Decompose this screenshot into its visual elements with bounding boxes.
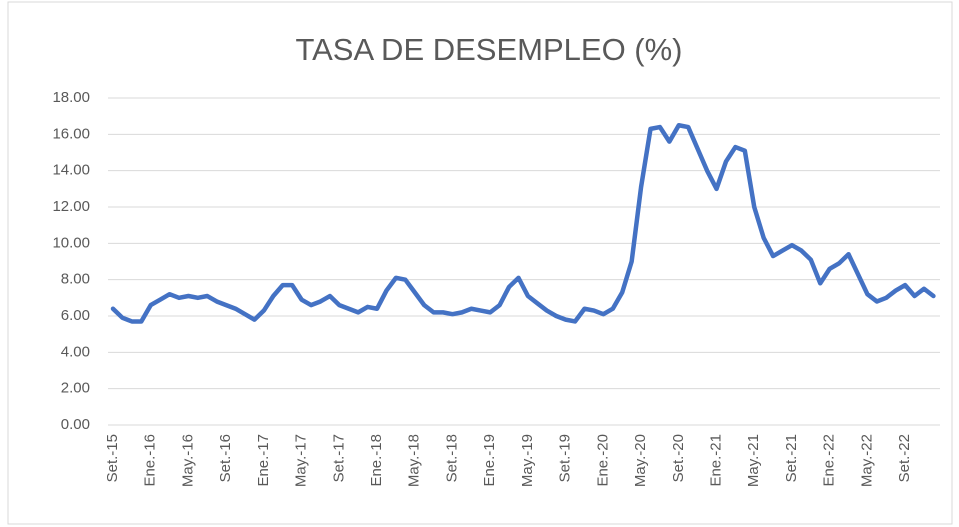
x-tick-label: May.-18 <box>406 434 423 487</box>
y-tick-label: 8.00 <box>61 271 90 288</box>
x-tick-label: Set.-15 <box>104 434 121 482</box>
x-tick-label: Ene.-21 <box>707 434 724 487</box>
y-tick-label: 10.00 <box>52 234 90 251</box>
x-tick-label: Set.-20 <box>670 434 687 482</box>
y-tick-label: 16.00 <box>52 125 90 142</box>
y-tick-label: 0.00 <box>61 416 90 433</box>
x-tick-label: Ene.-19 <box>481 434 498 487</box>
x-tick-label: May.-21 <box>745 434 762 487</box>
x-tick-label: Set.-18 <box>443 434 460 482</box>
x-tick-label: Ene.-17 <box>255 434 272 487</box>
x-tick-label: Set.-21 <box>783 434 800 482</box>
x-tick-label: May.-16 <box>179 434 196 487</box>
y-tick-label: 12.00 <box>52 198 90 215</box>
data-line <box>110 123 936 324</box>
y-tick-label: 6.00 <box>61 307 90 324</box>
y-tick-label: 2.00 <box>61 380 90 397</box>
x-tick-label: Set.-16 <box>217 434 234 482</box>
x-tick-label: Set.-22 <box>896 434 913 482</box>
x-tick-label: May.-22 <box>858 434 875 487</box>
y-tick-label: 18.00 <box>52 89 90 106</box>
x-tick-label: Ene.-22 <box>821 434 838 487</box>
x-tick-label: Ene.-20 <box>594 434 611 487</box>
chart-title: TASA DE DESEMPLEO (%) <box>295 32 682 67</box>
x-tick-label: May.-17 <box>293 434 310 487</box>
x-tick-label: May.-19 <box>519 434 536 487</box>
x-tick-label: May.-20 <box>632 434 649 487</box>
x-tick-label: Ene.-18 <box>368 434 385 487</box>
x-tick-label: Set.-19 <box>557 434 574 482</box>
x-tick-label: Set.-17 <box>330 434 347 482</box>
y-tick-label: 14.00 <box>52 162 90 179</box>
y-tick-label: 4.00 <box>61 343 90 360</box>
x-tick-label: Ene.-16 <box>142 434 159 487</box>
chart-border <box>7 1 953 525</box>
